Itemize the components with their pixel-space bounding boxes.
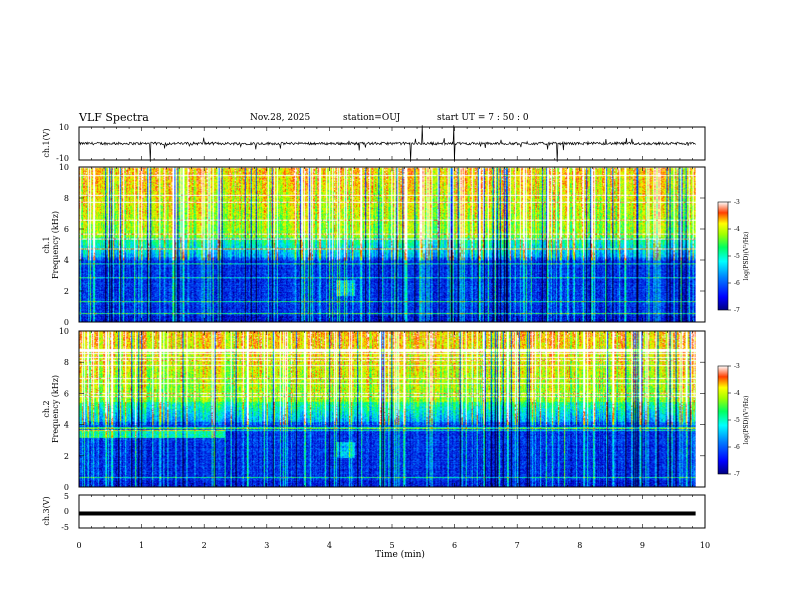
waveform-ch3-panel: 5 0 -5 ch.3(V) <box>42 492 706 532</box>
ytick-label: 4 <box>64 256 69 265</box>
colorbar-tick-label: -4 <box>734 226 740 233</box>
ytick-label: 10 <box>59 327 69 336</box>
colorbar-tick-label: -4 <box>734 390 740 397</box>
colorbar-tick-label: -7 <box>734 307 740 314</box>
xtick-label: 10 <box>700 541 710 550</box>
ytick-label: 10 <box>59 123 69 132</box>
waveform-ch1-panel: 10 -10 ch.1(V) <box>42 123 706 163</box>
colorbar-ch2 <box>717 365 729 475</box>
ytick-label: 4 <box>64 421 69 430</box>
ylabel-ch1-wave: ch.1(V) <box>42 128 51 157</box>
xtick-label: 4 <box>327 541 332 550</box>
ylabel-ch2-line1: ch.2 <box>42 400 51 417</box>
ytick-label: 2 <box>64 287 69 296</box>
xtick-label: 2 <box>202 541 207 550</box>
colorbar-ch2-label: log(PSD)(V²/Hz) <box>743 396 750 445</box>
xtick-label: 1 <box>139 541 144 550</box>
ytick-label: 0 <box>64 507 69 516</box>
xtick-label: 3 <box>264 541 269 550</box>
spectrogram-ch2-image <box>79 331 696 487</box>
waveform-ch1-trace <box>78 125 696 162</box>
ylabel-ch1-line1: ch.1 <box>42 236 51 253</box>
ytick-label: 0 <box>64 483 69 492</box>
figure-title: VLF Spectra <box>79 111 149 124</box>
ytick-label: 6 <box>64 225 69 234</box>
colorbar-tick-label: -5 <box>734 253 740 260</box>
xaxis-label: Time (min) <box>375 549 425 560</box>
ylabel-ch1-line2: Frequency (kHz) <box>51 211 60 279</box>
station-label: station=OUJ <box>343 113 401 123</box>
xtick-label: 5 <box>389 541 394 550</box>
colorbar-tick-label: -7 <box>734 471 740 478</box>
xtick-label: 7 <box>515 541 520 550</box>
ytick-label: 0 <box>64 318 69 327</box>
ytick-label: 2 <box>64 452 69 461</box>
ylabel-ch3-wave: ch.3(V) <box>42 496 51 525</box>
spectrogram-ch1-image <box>79 167 696 322</box>
ytick-label: -5 <box>61 523 69 532</box>
xtick-label: 6 <box>452 541 457 550</box>
colorbar-tick-label: -3 <box>734 199 740 206</box>
date-label: Nov.28, 2025 <box>250 113 311 123</box>
ylabel-ch2-line2: Frequency (kHz) <box>51 375 60 443</box>
ytick-label: 5 <box>64 492 69 501</box>
colorbar-tick-label: -6 <box>734 444 740 451</box>
colorbar-ch1 <box>717 201 729 311</box>
xtick-label: 9 <box>640 541 645 550</box>
colorbar-tick-label: -6 <box>734 280 740 287</box>
ytick-label: 8 <box>64 194 69 203</box>
ytick-label: 8 <box>64 358 69 367</box>
xtick-label: 0 <box>76 541 81 550</box>
xtick-label: 8 <box>577 541 582 550</box>
colorbar-tick-label: -5 <box>734 417 740 424</box>
colorbar-tick-label: -3 <box>734 363 740 370</box>
start-time-label: start UT = 7 : 50 : 0 <box>437 113 529 123</box>
ytick-label: 10 <box>59 163 69 172</box>
ytick-label: 6 <box>64 389 69 398</box>
waveform-ch3-trace <box>79 511 696 516</box>
ytick-label: -10 <box>56 154 69 163</box>
colorbar-ch1-label: log(PSD)(V²/Hz) <box>743 232 750 281</box>
